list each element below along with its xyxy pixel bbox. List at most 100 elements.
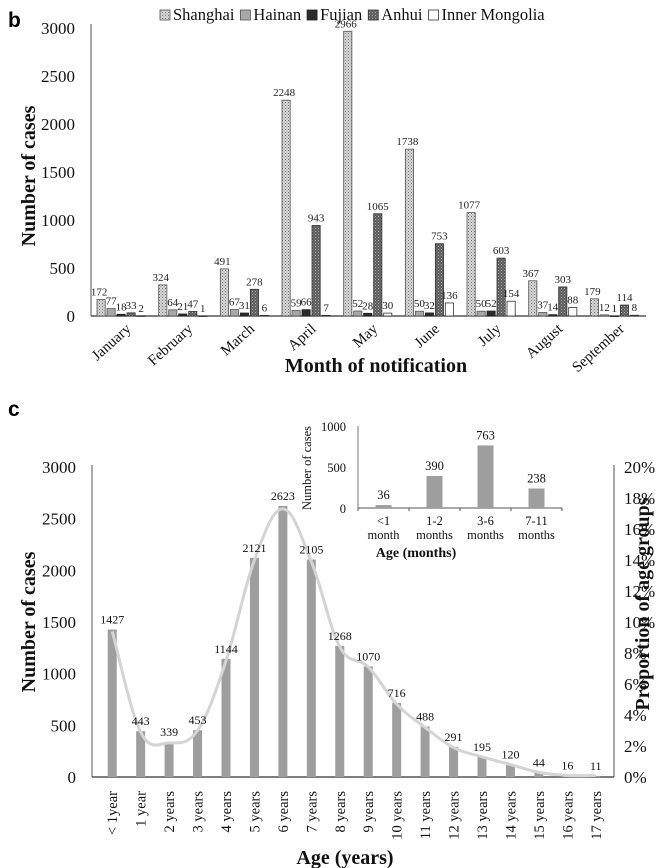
data-label-inner-mongolia-may: 30 bbox=[382, 300, 394, 312]
inset-y-tick-label: 1000 bbox=[321, 420, 346, 434]
x-tick-label-march: March bbox=[218, 321, 258, 359]
inset-x-tick-label-line1: 3-6 bbox=[477, 514, 494, 528]
inset-x-tick-label-line1: <1 bbox=[377, 514, 390, 528]
bar-1year bbox=[107, 629, 117, 777]
data-label-10-years: 716 bbox=[388, 686, 406, 700]
data-label-anhui-june: 753 bbox=[431, 231, 448, 243]
data-label-hainan-april: 59 bbox=[291, 297, 303, 309]
data-label-fujian-august: 14 bbox=[547, 302, 559, 314]
inset-chart: 0500100036<1month3901-2months7633-6month… bbox=[321, 420, 563, 542]
data-label-inner-mongolia-april: 7 bbox=[323, 302, 329, 314]
legend-swatch-hainan bbox=[240, 9, 251, 21]
inset-y-tick-label: 0 bbox=[340, 502, 346, 516]
bar-anhui-may bbox=[373, 213, 383, 317]
data-label-shanghai-june: 1738 bbox=[396, 136, 419, 148]
bar-2-years bbox=[164, 741, 174, 777]
y-tick-label-c: 1500 bbox=[42, 613, 76, 632]
bar-hainan-february bbox=[168, 309, 178, 317]
bars-b bbox=[96, 30, 639, 317]
data-label-fujian-july: 52 bbox=[486, 298, 497, 310]
data-label-fujian-january: 18 bbox=[116, 301, 128, 313]
legend-label-fujian: Fujian bbox=[320, 5, 362, 24]
x-tick-label-10-years: 10 years bbox=[390, 791, 406, 840]
panel-label-c: c bbox=[8, 398, 20, 421]
x-tick-label-12-years: 12 years bbox=[447, 791, 463, 840]
bar-inner-mongolia-february bbox=[198, 315, 208, 317]
x-tick-labels-c: < 1year 1 year 2 years 3 years 4 years 5 year… bbox=[105, 791, 605, 840]
x-tick-label-august: August bbox=[523, 321, 567, 362]
x-tick-label-8-years: 8 years bbox=[333, 791, 349, 833]
data-label-inner-mongolia-september: 8 bbox=[632, 302, 638, 314]
bar-12-years bbox=[449, 746, 459, 777]
bar-hainan-may bbox=[353, 310, 363, 317]
x-tick-label-11-years: 11 years bbox=[418, 791, 434, 840]
bar-3-years bbox=[193, 730, 203, 777]
legend-b: Shanghai Hainan Fujian Anhui Inner Mongolia bbox=[159, 5, 545, 24]
y2-tick-label-c: 6% bbox=[624, 675, 647, 694]
bar-anhui-february bbox=[188, 311, 198, 317]
bar-shanghai-may bbox=[343, 30, 353, 317]
data-label-16-years: 16 bbox=[561, 758, 573, 772]
data-label-hainan-september: 12 bbox=[599, 302, 610, 314]
x-tick-label-14-years: 14 years bbox=[503, 791, 519, 840]
bar-15-years bbox=[534, 772, 544, 777]
bar-14-years bbox=[505, 764, 515, 777]
y2-tick-label-c: 4% bbox=[624, 706, 647, 725]
data-label-7-years: 2105 bbox=[299, 542, 323, 556]
bar-fujian-january bbox=[116, 313, 126, 317]
data-label-6-years: 2623 bbox=[271, 489, 295, 503]
inset-data-label-1-2-months: 390 bbox=[425, 459, 444, 473]
bar-inner-mongolia-september bbox=[629, 314, 639, 317]
data-label-fujian-april: 66 bbox=[301, 297, 313, 309]
bar-11-years bbox=[420, 726, 430, 777]
bar-fujian-september bbox=[609, 315, 619, 317]
bar-8-years bbox=[335, 645, 345, 777]
data-label-inner-mongolia-march: 6 bbox=[262, 302, 268, 314]
data-label-5-years: 2121 bbox=[242, 541, 266, 555]
y-axis-title-c: Number of cases bbox=[18, 551, 40, 692]
y2-tick-label-c: 0% bbox=[624, 768, 647, 787]
data-label-hainan-may: 52 bbox=[352, 298, 363, 310]
y-tick-label-c: 3000 bbox=[42, 458, 76, 477]
data-label-hainan-june: 50 bbox=[414, 298, 426, 310]
x-tick-label-july: July bbox=[475, 321, 505, 350]
bar-anhui-april bbox=[311, 225, 321, 317]
data-label-4-years: 1144 bbox=[214, 642, 238, 656]
x-tick-label-15-years: 15 years bbox=[532, 791, 548, 840]
legend-label-anhui: Anhui bbox=[381, 5, 423, 24]
axes-c: 0 500 1000 1500 2000 2500 3000 0% 2% 4% 6% 8% 10% 12%… bbox=[42, 458, 655, 787]
bar-fujian-february bbox=[178, 313, 188, 317]
data-label-anhui-august: 303 bbox=[555, 274, 572, 286]
bar-fujian-july bbox=[486, 310, 496, 317]
y2-tick-label-c: 20% bbox=[624, 458, 655, 477]
y-axis-title-b: Number of cases bbox=[18, 105, 40, 246]
data-label-anhui-april: 943 bbox=[308, 212, 325, 224]
data-label-shanghai-july: 1077 bbox=[458, 200, 481, 212]
data-label-inner-mongolia-july: 154 bbox=[503, 288, 520, 300]
inset-bar-7-11-months bbox=[528, 488, 545, 508]
inset-data-label-3-6-months: 763 bbox=[476, 428, 495, 442]
x-tick-label-3-years: 3 years bbox=[191, 791, 207, 833]
y-tick-label-c: 2500 bbox=[42, 510, 76, 529]
bar-anhui-march bbox=[249, 288, 259, 317]
data-label-anhui-july: 603 bbox=[493, 245, 510, 257]
data-label-fujian-september: 1 bbox=[612, 303, 618, 315]
y-tick-label-b: 2000 bbox=[41, 115, 75, 134]
bar-shanghai-february bbox=[158, 284, 168, 317]
bar-hainan-march bbox=[229, 309, 239, 317]
data-label-inner-mongolia-august: 88 bbox=[567, 295, 579, 307]
bar-4-years bbox=[221, 658, 231, 777]
proportion-line bbox=[110, 507, 596, 778]
bar-hainan-april bbox=[291, 309, 301, 317]
data-label-14-years: 120 bbox=[501, 748, 519, 762]
legend-swatch-fujian bbox=[306, 9, 318, 21]
data-label-shanghai-march: 491 bbox=[214, 256, 231, 268]
y2-tick-label-c: 12% bbox=[624, 582, 655, 601]
inset-y-axis-title: Number of cases bbox=[300, 426, 314, 510]
data-label-shanghai-august: 367 bbox=[523, 268, 540, 280]
x-axis-title-c: Age (years) bbox=[296, 847, 393, 868]
bar-anhui-july bbox=[496, 257, 506, 317]
inset-x-tick-label-line2: months bbox=[518, 528, 555, 542]
y-tick-label-c: 0 bbox=[68, 768, 77, 787]
x-tick-label-february: February bbox=[145, 321, 196, 369]
